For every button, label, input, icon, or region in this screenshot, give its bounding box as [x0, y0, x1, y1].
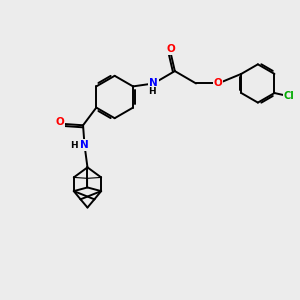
- Text: N: N: [149, 79, 158, 88]
- Text: H: H: [70, 141, 78, 150]
- Text: Cl: Cl: [284, 91, 295, 101]
- Text: N: N: [80, 140, 89, 150]
- Text: H: H: [148, 87, 155, 96]
- Text: O: O: [214, 79, 223, 88]
- Text: O: O: [55, 117, 64, 127]
- Text: O: O: [166, 44, 175, 54]
